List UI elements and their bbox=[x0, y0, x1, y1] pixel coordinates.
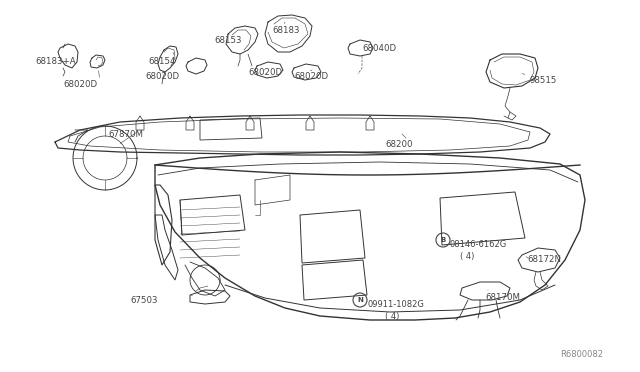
Text: B: B bbox=[440, 237, 445, 243]
Text: 09911-1082G: 09911-1082G bbox=[368, 300, 425, 309]
Text: 68183: 68183 bbox=[272, 26, 300, 35]
Text: 68020D: 68020D bbox=[294, 72, 328, 81]
Text: 67503: 67503 bbox=[130, 296, 157, 305]
Text: 68040D: 68040D bbox=[362, 44, 396, 53]
Text: 68172N: 68172N bbox=[527, 255, 561, 264]
Text: 68020D: 68020D bbox=[63, 80, 97, 89]
Text: 68153: 68153 bbox=[214, 36, 241, 45]
Text: 68200: 68200 bbox=[385, 140, 413, 149]
Text: 68170M: 68170M bbox=[485, 293, 520, 302]
Text: 68020D: 68020D bbox=[248, 68, 282, 77]
Text: 67870M: 67870M bbox=[108, 130, 143, 139]
Text: ( 4): ( 4) bbox=[460, 252, 474, 261]
Text: ( 4): ( 4) bbox=[385, 312, 399, 321]
Text: N: N bbox=[357, 297, 363, 303]
Text: 68154: 68154 bbox=[148, 57, 175, 66]
Text: 98515: 98515 bbox=[530, 76, 557, 85]
Text: 68020D: 68020D bbox=[145, 72, 179, 81]
Text: R6800082: R6800082 bbox=[560, 350, 603, 359]
Text: 68183+A: 68183+A bbox=[35, 57, 76, 66]
Text: 08146-6162G: 08146-6162G bbox=[450, 240, 508, 249]
